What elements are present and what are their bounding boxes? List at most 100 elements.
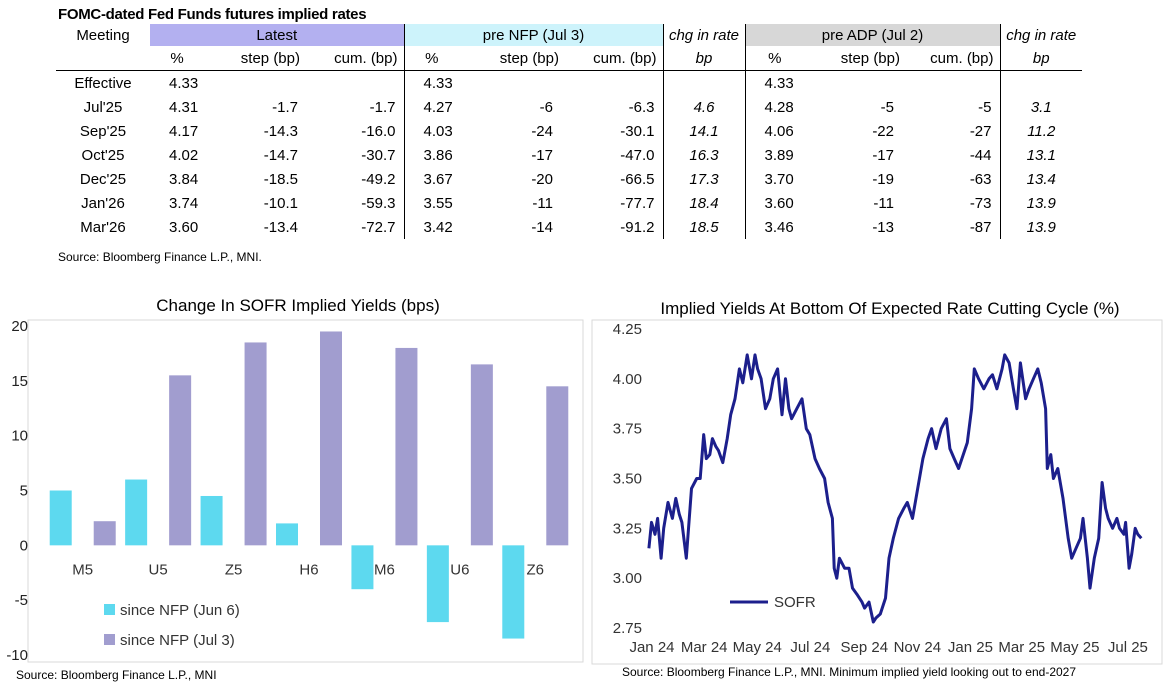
sub-bp: bp xyxy=(999,46,1082,71)
cell-lat-pct: 3.60 xyxy=(169,218,199,236)
sub-step: step (bp) xyxy=(459,46,565,71)
group-chg2: chg in rate xyxy=(999,24,1082,46)
x-category-label: Z6 xyxy=(527,561,545,578)
cell-chg1: 18.4 xyxy=(662,191,745,215)
x-category-label: M6 xyxy=(374,561,395,578)
bar-since-nfp-jun6 xyxy=(351,545,374,590)
cell-lat-pct: 4.33 xyxy=(169,74,199,92)
cell-lat-step: -14.3 xyxy=(263,122,298,140)
x-tick-label: Jul 24 xyxy=(790,639,830,656)
cell-adp-pct: 4.06 xyxy=(744,119,804,143)
table-row: Jan'26 3.74 -10.1 -59.3 3.55 -11 -77.7 18.4 3.60… xyxy=(56,191,1082,215)
cell-nfp-cum xyxy=(565,71,663,96)
cell-chg1: 16.3 xyxy=(662,143,745,167)
x-category-label: U5 xyxy=(149,561,168,578)
line-chart-title: Implied Yields At Bottom Of Expected Rat… xyxy=(660,299,1120,318)
cell-nfp-pct: 3.86 xyxy=(403,143,459,167)
cell-nfp-pct: 4.03 xyxy=(403,119,459,143)
meeting-cell: Sep'25 xyxy=(79,122,127,140)
cell-chg1: 14.1 xyxy=(662,119,745,143)
cell-lat-cum xyxy=(306,71,404,96)
line-plot-area xyxy=(591,319,1163,665)
cell-lat-cum: -49.2 xyxy=(361,170,396,188)
cell-adp-pct: 4.28 xyxy=(744,95,804,119)
x-tick-label: Mar 25 xyxy=(998,639,1045,656)
cell-lat-cum: -72.7 xyxy=(361,218,396,236)
cell-chg2: 13.1 xyxy=(999,143,1082,167)
sub-pct: % xyxy=(150,46,204,71)
x-tick-label: Jul 25 xyxy=(1108,639,1148,656)
meeting-cell: Jan'26 xyxy=(81,194,125,212)
cell-chg2: 11.2 xyxy=(999,119,1082,143)
x-tick-label: Jan 25 xyxy=(948,639,993,656)
y-tick-label: 3.25 xyxy=(613,520,642,537)
y-tick-label: -10 xyxy=(6,647,28,664)
meeting-header: Meeting xyxy=(76,26,130,44)
sub-bp: bp xyxy=(662,46,745,71)
x-tick-label: May 25 xyxy=(1050,639,1099,656)
table-row: Oct'25 4.02 -14.7 -30.7 3.86 -17 -47.0 16.3 3.89… xyxy=(56,143,1082,167)
cell-adp-pct: 4.33 xyxy=(744,70,804,95)
bar-since-nfp-jun6 xyxy=(49,490,72,546)
cell-lat-step xyxy=(204,71,306,96)
sub-pct: % xyxy=(744,46,804,71)
meeting-cell: Mar'26 xyxy=(80,218,126,236)
table-row: Sep'25 4.17 -14.3 -16.0 4.03 -24 -30.1 14.1 4.06… xyxy=(56,119,1082,143)
group-pre-nfp: pre NFP (Jul 3) xyxy=(403,24,663,46)
cell-lat-step: -14.7 xyxy=(263,146,298,164)
sub-pct: % xyxy=(403,46,459,71)
y-tick-label: 3.75 xyxy=(613,421,642,438)
table-header-groups: Meeting Latest pre NFP (Jul 3) chg in ra… xyxy=(56,24,1082,46)
meeting-cell: Oct'25 xyxy=(81,146,125,164)
line-chart-source: Source: Bloomberg Finance L.P., MNI. Min… xyxy=(622,665,1077,679)
cell-adp-cum: -73 xyxy=(969,194,992,212)
sub-cum: cum. (bp) xyxy=(565,46,663,71)
sofr-line xyxy=(647,353,1143,624)
group-chg1: chg in rate xyxy=(662,24,745,46)
cell-nfp-cum: -66.5 xyxy=(620,170,655,188)
group-pre-adp: pre ADP (Jul 2) xyxy=(744,24,1000,46)
cell-adp-step: -11 xyxy=(873,194,894,212)
cell-lat-cum: -59.3 xyxy=(361,194,396,212)
cell-adp-step: -13 xyxy=(872,218,894,236)
cell-nfp-pct: 3.55 xyxy=(403,191,459,215)
y-tick-label: 5 xyxy=(20,483,28,500)
cell-adp-cum: -27 xyxy=(969,122,992,140)
x-tick-label: May 24 xyxy=(733,639,782,656)
cell-chg2 xyxy=(999,70,1082,95)
cell-adp-pct: 3.46 xyxy=(744,215,804,239)
y-tick-label: 4.25 xyxy=(613,321,642,338)
table-row: Dec'25 3.84 -18.5 -49.2 3.67 -20 -66.5 17.3 3.70… xyxy=(56,167,1082,191)
cell-nfp-pct: 4.33 xyxy=(403,70,459,95)
y-tick-label: 10 xyxy=(11,428,28,445)
cell-lat-pct: 3.84 xyxy=(169,170,199,188)
sub-step: step (bp) xyxy=(804,46,906,71)
meeting-cell: Jul'25 xyxy=(83,98,123,116)
legend-swatch xyxy=(104,634,115,645)
legend-swatch xyxy=(104,604,115,615)
cell-adp-step: -5 xyxy=(880,98,894,116)
cell-adp-pct: 3.70 xyxy=(744,167,804,191)
table-row: Jul'25 4.31 -1.7 -1.7 4.27 -6 -6.3 4.6 4.28 -5 -5 3… xyxy=(56,95,1082,119)
cell-nfp-pct: 3.67 xyxy=(403,167,459,191)
cell-adp-step: -19 xyxy=(872,170,894,188)
table-row: Effective 4.33 4.33 4.33 xyxy=(56,70,1082,96)
cell-nfp-step: -11 xyxy=(532,194,553,212)
bar-since-nfp-jul3 xyxy=(470,364,493,546)
cell-lat-pct: 4.02 xyxy=(169,146,199,164)
table-source: Source: Bloomberg Finance L.P., MNI. xyxy=(58,250,262,264)
bar-chart-title: Change In SOFR Implied Yields (bps) xyxy=(156,296,440,315)
bar-since-nfp-jul3 xyxy=(169,375,192,546)
cell-lat-step: -18.5 xyxy=(263,170,298,188)
cell-nfp-step: -6 xyxy=(539,98,553,116)
cell-nfp-step: -20 xyxy=(531,170,553,188)
group-latest: Latest xyxy=(150,24,404,46)
cell-nfp-pct: 4.27 xyxy=(403,95,459,119)
cell-adp-pct: 3.60 xyxy=(744,191,804,215)
bar-since-nfp-jul3 xyxy=(93,521,116,546)
cell-lat-cum: -16.0 xyxy=(361,122,396,140)
cell-nfp-cum: -47.0 xyxy=(620,146,655,164)
table-header-sub: % step (bp) cum. (bp) % step (bp) cum. (… xyxy=(56,46,1082,71)
cell-chg2: 13.9 xyxy=(999,215,1082,239)
cell-adp-cum: -44 xyxy=(969,146,992,164)
